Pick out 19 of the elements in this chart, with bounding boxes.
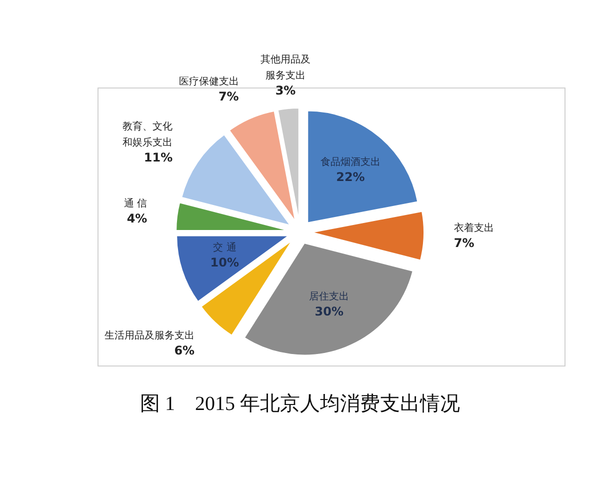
data-label: 3%: [275, 84, 296, 98]
slice-label: 衣着支出: [454, 222, 494, 234]
data-label: 7%: [454, 236, 474, 250]
data-label: 11%: [144, 150, 173, 164]
data-label: 30%: [314, 304, 344, 319]
slice-label: 居住支出: [309, 290, 350, 303]
data-label: 7%: [218, 90, 239, 104]
slice-label: 其他用品及服务支出: [260, 54, 311, 82]
slice-label: 通 信: [124, 198, 148, 210]
slice-label: 生活用品及服务支出: [104, 329, 195, 342]
slice-label: 交 通: [213, 241, 236, 254]
slice-label: 医疗保健支出: [178, 76, 239, 88]
data-label: 10%: [210, 255, 240, 270]
data-label: 4%: [126, 212, 148, 226]
slice-label: 食品烟酒支出: [320, 156, 380, 168]
text: 图 1 2015 年北京人均消费支出情况: [140, 393, 460, 415]
slice-label: 教育、文化和娱乐支出: [122, 120, 173, 148]
data-label: 22%: [336, 170, 365, 184]
data-label: 6%: [174, 343, 195, 358]
